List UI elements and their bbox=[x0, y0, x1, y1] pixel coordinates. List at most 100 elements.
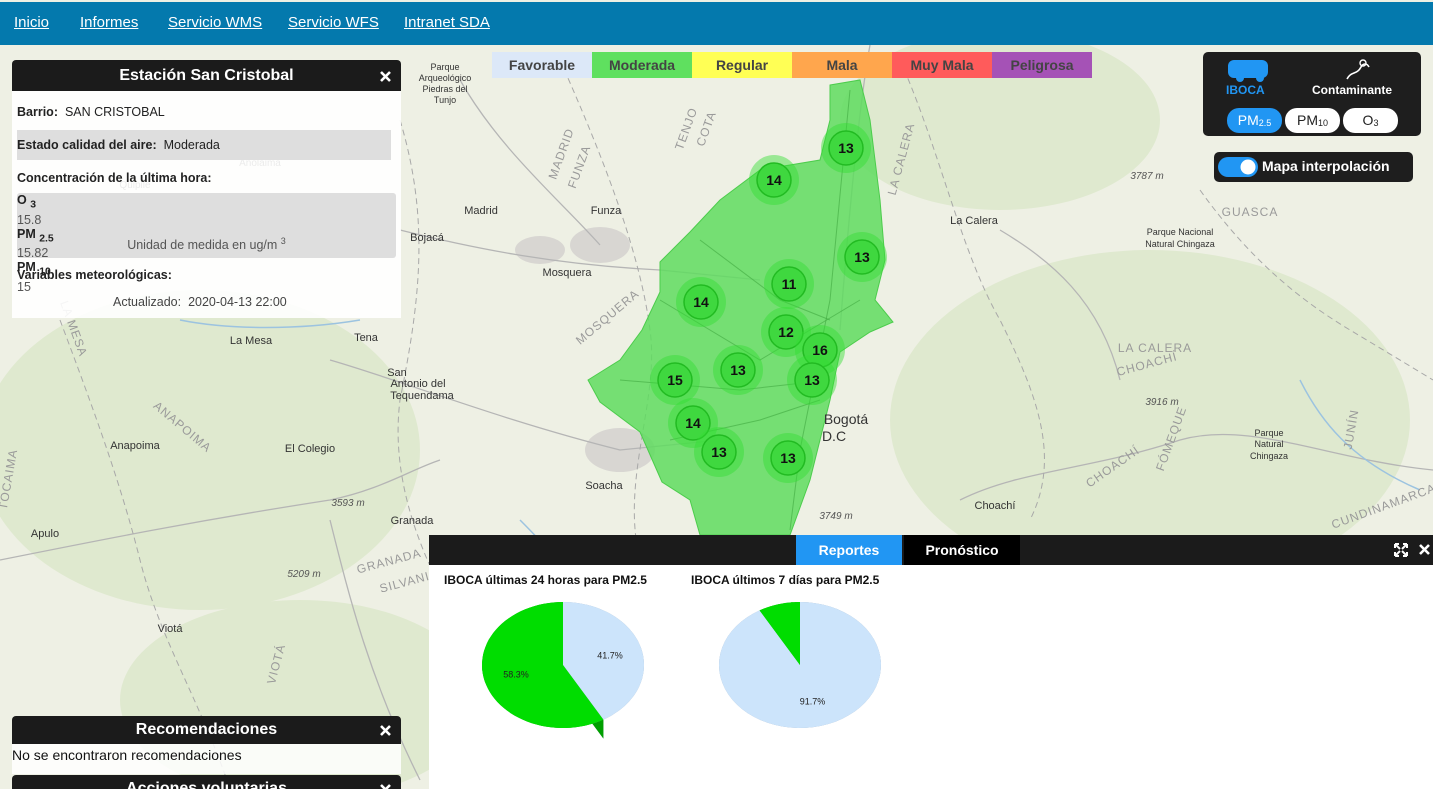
pie-slice[interactable] bbox=[759, 602, 800, 665]
legend-item: Moderada bbox=[592, 52, 692, 78]
pie-slice[interactable] bbox=[563, 602, 644, 720]
map-label: Piedras del bbox=[422, 84, 467, 94]
iboca-icon bbox=[1228, 60, 1268, 82]
report-tab[interactable]: Reportes bbox=[796, 535, 902, 565]
pollutant-button[interactable]: O3 bbox=[1343, 108, 1398, 133]
unit-text: Unidad de medida en ug/m 3 bbox=[17, 236, 396, 252]
cluster-count: 11 bbox=[782, 276, 797, 292]
map-label: Natural Chingaza bbox=[1145, 239, 1215, 249]
map-label: 5209 m bbox=[287, 569, 320, 580]
legend-item: Favorable bbox=[492, 52, 592, 78]
bogota-area bbox=[587, 79, 894, 536]
nav-link[interactable]: Intranet SDA bbox=[404, 14, 490, 31]
close-button[interactable] bbox=[380, 725, 391, 736]
cluster-core bbox=[756, 162, 792, 198]
report-tab[interactable]: Pronóstico bbox=[904, 535, 1020, 565]
interpolation-toggle[interactable]: Mapa interpolación bbox=[1214, 152, 1413, 182]
cluster-count: 13 bbox=[838, 140, 854, 156]
station-cluster[interactable]: 13 bbox=[821, 123, 871, 173]
field-value: Moderada bbox=[163, 138, 220, 152]
pollutant-name: PM bbox=[17, 260, 36, 274]
pie-label: 91.7% bbox=[800, 697, 826, 707]
station-cluster[interactable]: 16 bbox=[795, 325, 845, 375]
field-value: 2020-04-13 22:00 bbox=[188, 295, 287, 309]
panel-body: Barrio: SAN CRISTOBAL Estado calidad del… bbox=[12, 91, 401, 318]
pollutant-value: 15.82 bbox=[17, 246, 49, 260]
cluster-core bbox=[683, 284, 719, 320]
field-label: Variables meteorológicas: bbox=[17, 268, 172, 282]
chart-title: IBOCA últimos 7 días para PM2.5 bbox=[691, 573, 880, 587]
cluster-core bbox=[675, 405, 711, 441]
pie-label: 41.7% bbox=[597, 650, 623, 660]
updated-row: Actualizado: 2020-04-13 22:00 bbox=[113, 295, 287, 309]
button-label: PM bbox=[1296, 112, 1318, 128]
cluster-core bbox=[844, 239, 880, 275]
pollutant-control: IBOCA Contaminante PM2.5 PM10 O3 bbox=[1203, 52, 1421, 136]
pollutant-name-row: PM 2.5 bbox=[17, 227, 396, 245]
pollutant-button[interactable]: PM2.5 bbox=[1227, 108, 1282, 133]
map-label: 3593 m bbox=[331, 498, 364, 509]
station-cluster[interactable]: 13 bbox=[713, 345, 763, 395]
map-label: La Mesa bbox=[230, 335, 273, 347]
panel-header: Estación San Cristobal bbox=[12, 60, 401, 91]
map-label: Madrid bbox=[464, 205, 498, 217]
nav-link[interactable]: Servicio WFS bbox=[288, 14, 379, 31]
map-label: Antonio del bbox=[390, 378, 445, 390]
expand-button[interactable] bbox=[1394, 543, 1408, 557]
map-label: Parque Nacional bbox=[1147, 227, 1214, 237]
station-clusters: 13 14 13 11 14 12 16 15 13 13 14 13 13 bbox=[650, 123, 887, 483]
station-cluster[interactable]: 14 bbox=[676, 277, 726, 327]
map-label: La Calera bbox=[950, 215, 999, 227]
station-cluster[interactable]: 15 bbox=[650, 355, 700, 405]
pollutant-table: Unidad de medida en ug/m 3 O 3 15.8 PM 2.5… bbox=[17, 193, 396, 294]
pollutant-value: 15.8 bbox=[17, 212, 42, 227]
panel-header: Recomendaciones bbox=[12, 716, 401, 744]
close-button[interactable] bbox=[1419, 544, 1430, 555]
station-cluster[interactable]: 13 bbox=[787, 355, 837, 405]
station-cluster[interactable]: 14 bbox=[749, 155, 799, 205]
map-label: Tequendama bbox=[390, 390, 454, 402]
terrain bbox=[0, 30, 1410, 789]
pollutant-name-row: O 3 bbox=[17, 193, 396, 211]
cluster-count: 13 bbox=[804, 372, 820, 388]
iboca-label[interactable]: IBOCA bbox=[1226, 83, 1265, 97]
station-cluster[interactable]: 12 bbox=[761, 307, 811, 357]
station-cluster[interactable]: 11 bbox=[764, 259, 814, 309]
toggle-switch[interactable] bbox=[1217, 156, 1259, 178]
pollutant-name-row: PM 10 bbox=[17, 260, 396, 278]
panel-header: Acciones voluntarias bbox=[12, 775, 401, 789]
cluster-count: 13 bbox=[854, 249, 870, 265]
station-cluster[interactable]: 14 bbox=[668, 398, 718, 448]
voluntary-panel: Acciones voluntarias bbox=[12, 775, 401, 789]
nav-link[interactable]: Informes bbox=[80, 14, 139, 31]
nav-link[interactable]: Inicio bbox=[14, 14, 50, 31]
nav-link[interactable]: Servicio WMS bbox=[168, 14, 263, 31]
button-sub: 10 bbox=[1317, 118, 1328, 128]
cluster-count: 14 bbox=[766, 172, 782, 188]
top-nav: Inicio Informes Servicio WMS Servicio WFS In… bbox=[0, 2, 1433, 45]
map-label: GUASCA bbox=[1222, 205, 1279, 219]
pollutant-column: PM 2.5 15.82 bbox=[17, 227, 396, 261]
map-label: Funza bbox=[591, 205, 622, 217]
pollutant-column: PM 10 15 bbox=[17, 260, 396, 294]
pie-slice[interactable] bbox=[482, 602, 604, 728]
cluster-count: 12 bbox=[778, 324, 794, 340]
cluster-core bbox=[701, 434, 737, 470]
button-sub: 3 bbox=[1373, 118, 1379, 128]
unit-label: Unidad de medida en ug/m bbox=[127, 238, 278, 253]
station-cluster[interactable]: 13 bbox=[694, 427, 744, 477]
contaminant-label[interactable]: Contaminante bbox=[1312, 83, 1393, 97]
pollutant-button[interactable]: PM10 bbox=[1285, 108, 1340, 133]
map-label: Natural bbox=[1254, 439, 1283, 449]
report-charts: 41.7% 58.3% 91.7% bbox=[482, 602, 881, 747]
close-button[interactable] bbox=[380, 71, 391, 82]
button-label: PM bbox=[1237, 112, 1259, 128]
map-label: 3916 m bbox=[1145, 397, 1178, 408]
close-button[interactable] bbox=[380, 784, 391, 789]
pollutant-sub: 10 bbox=[39, 266, 51, 278]
station-cluster[interactable]: 13 bbox=[763, 433, 813, 483]
panel-title: Estación San Cristobal bbox=[119, 67, 294, 84]
station-cluster[interactable]: 13 bbox=[837, 232, 887, 282]
pollutant-sub: 2.5 bbox=[39, 233, 54, 244]
